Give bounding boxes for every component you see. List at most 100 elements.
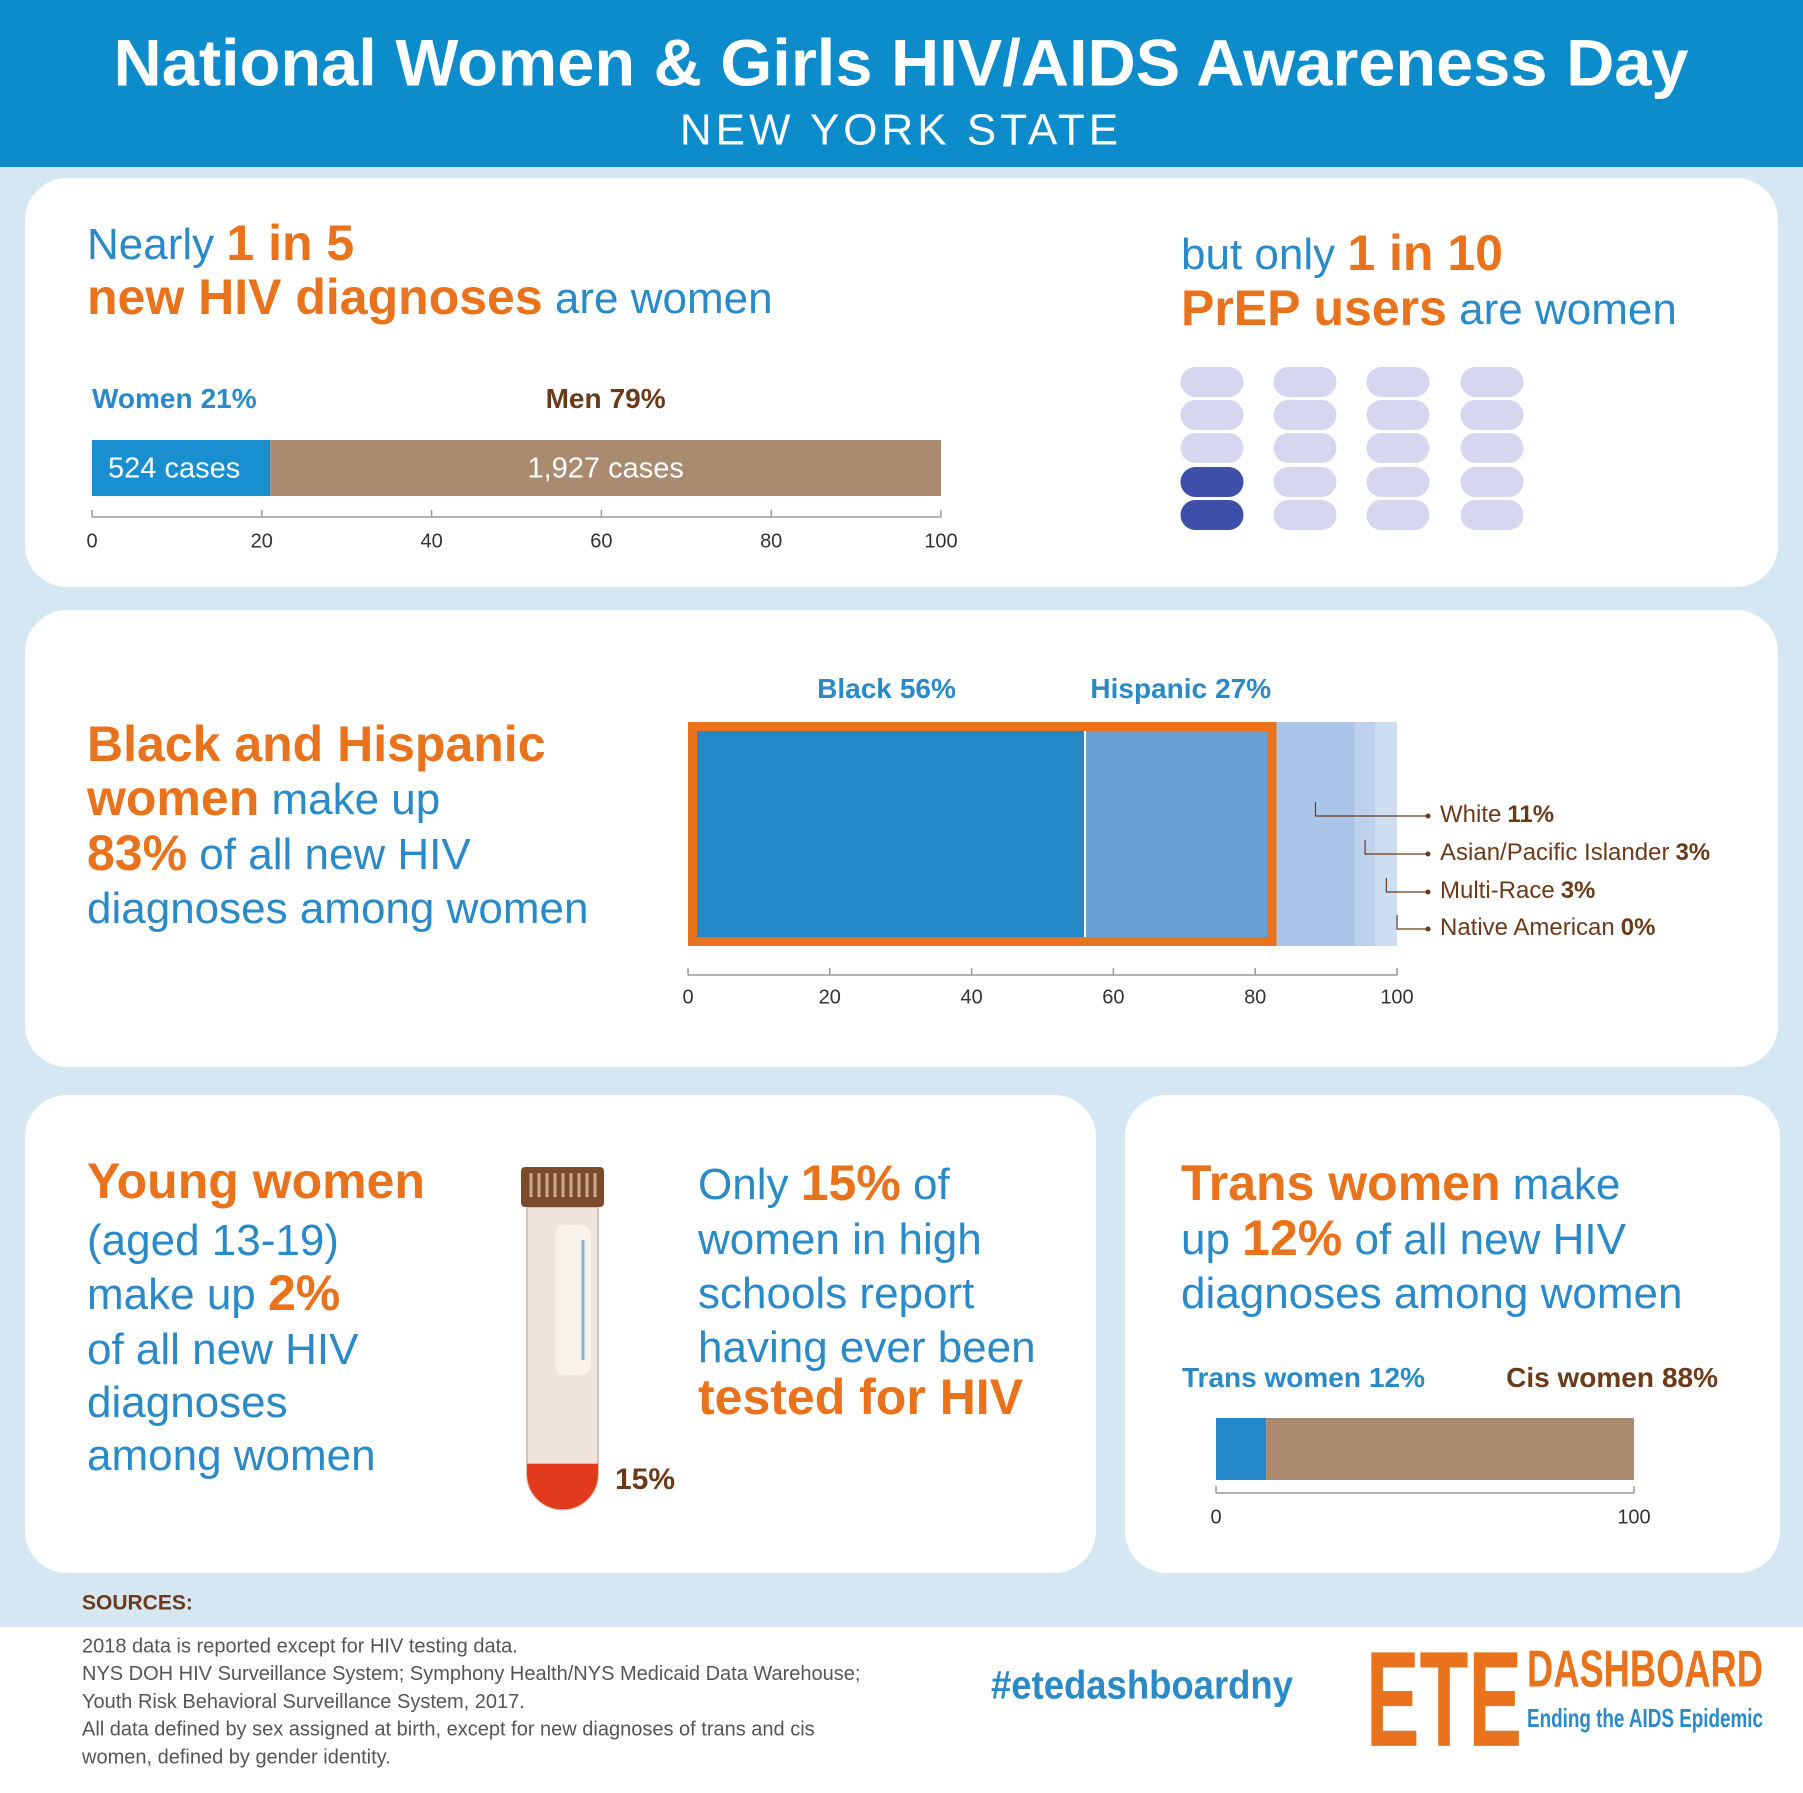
category-name: Black: [817, 673, 892, 704]
category-name: Women: [92, 383, 193, 414]
value-label: 0%: [1621, 914, 1656, 941]
bar-segment: [270, 440, 941, 496]
logo-tagline: Ending the AIDS Epidemic: [1527, 1703, 1763, 1733]
logo-word: DASHBOARD: [1527, 1641, 1763, 1699]
pill: [1460, 500, 1524, 530]
category-label: Hispanic 27%: [1090, 673, 1271, 704]
text-run: of: [901, 1160, 951, 1209]
headline: having ever been: [698, 1323, 1036, 1372]
x-tick-label: 100: [924, 530, 957, 552]
count-label: 1,927 cases: [527, 453, 683, 485]
leader-line: [1385, 878, 1428, 893]
leader-line: [1396, 915, 1428, 930]
text-run: 1 in 10: [1347, 225, 1503, 281]
headline: diagnoses among women: [1181, 1269, 1682, 1318]
text-run: make: [1501, 1160, 1621, 1209]
pill: [1273, 467, 1337, 497]
text-run: 15%: [801, 1155, 901, 1211]
headline: but only 1 in 10: [1181, 225, 1503, 281]
category-label: Women 21%: [92, 383, 257, 414]
subtitle: NEW YORK STATE: [680, 106, 1122, 155]
pill: [1273, 500, 1337, 530]
text-run: but only: [1181, 230, 1347, 279]
highlight-box: [688, 722, 1277, 946]
text-run: new HIV diagnoses: [87, 269, 543, 325]
sources-title: SOURCES:: [82, 1592, 193, 1615]
text-run: of all new HIV: [87, 1325, 359, 1374]
value-label: 88%: [1662, 1362, 1718, 1393]
text-run: Trans women: [1181, 1155, 1501, 1211]
pill: [1273, 367, 1337, 397]
bar-segment: [1216, 1418, 1267, 1480]
pill: [1180, 433, 1244, 463]
text-run: schools report: [698, 1269, 974, 1318]
value-label: 15%: [615, 1463, 675, 1496]
leader-dot: [1425, 926, 1431, 932]
text-run: 1 in 5: [226, 215, 354, 271]
headline: tested for HIV: [698, 1369, 1024, 1425]
bar-segment: [1084, 721, 1278, 947]
x-tick-label: 20: [819, 986, 841, 1008]
text-run: of all new HIV: [1342, 1215, 1626, 1264]
text-run: having ever been: [698, 1323, 1036, 1372]
value-label: 3%: [1561, 877, 1596, 904]
text-run: Nearly: [87, 220, 226, 269]
pill: [1460, 433, 1524, 463]
category-name: Hispanic: [1090, 673, 1207, 704]
pill: [1180, 467, 1244, 497]
headline: among women: [87, 1431, 376, 1480]
source-line: women, defined by gender identity.: [81, 1746, 391, 1768]
bar-segment: [1276, 722, 1355, 946]
text-run: among women: [87, 1431, 376, 1480]
x-tick-label: 40: [420, 530, 442, 552]
count-label: 524 cases: [108, 453, 240, 485]
text-run: Young women: [87, 1153, 425, 1209]
leader-dot: [1425, 813, 1431, 819]
value-label: 3%: [1675, 839, 1710, 866]
bar-segment: [687, 721, 1087, 947]
logo: ETE: [1366, 1623, 1522, 1775]
text-run: (aged 13-19): [87, 1216, 339, 1265]
headline: schools report: [698, 1269, 974, 1318]
headline: 83% of all new HIV: [87, 825, 471, 881]
sources: 2018 data is reported except for HIV tes…: [81, 1635, 860, 1768]
text-run: make up: [87, 1270, 268, 1319]
headline: Nearly 1 in 5: [87, 215, 354, 271]
x-tick-label: 60: [1102, 986, 1124, 1008]
category-name: Native American: [1440, 914, 1615, 941]
category-label: Multi-Race 3%: [1440, 877, 1595, 904]
text-run: Black and Hispanic: [87, 716, 546, 772]
pill: [1273, 400, 1337, 430]
text-run: 83%: [87, 825, 187, 881]
source-line: 2018 data is reported except for HIV tes…: [82, 1635, 518, 1657]
bar-segment: [1375, 722, 1397, 946]
category-name: Trans women: [1182, 1362, 1361, 1393]
headline: PrEP users are women: [1181, 280, 1677, 336]
text-run: of all new HIV: [187, 830, 471, 879]
header-band: [0, 0, 1803, 167]
category-name: White: [1440, 801, 1501, 828]
headline: women in high: [697, 1215, 982, 1264]
headline: Young women: [87, 1153, 425, 1209]
text-run: diagnoses among women: [87, 884, 588, 933]
text-run: PrEP users: [1181, 280, 1447, 336]
pill: [1180, 400, 1244, 430]
text-run: up: [1181, 1215, 1242, 1264]
x-tick-label: 20: [251, 530, 273, 552]
source-line: NYS DOH HIV Surveillance System; Symphon…: [82, 1663, 860, 1685]
value-label: 56%: [900, 673, 956, 704]
footer-background: [0, 1627, 1803, 1793]
x-tick-label: 80: [760, 530, 782, 552]
pill: [1366, 400, 1430, 430]
value-label: 27%: [1215, 673, 1271, 704]
category-name: Cis women: [1506, 1362, 1654, 1393]
category-label: Asian/Pacific Islander 3%: [1440, 839, 1710, 866]
text-run: 12%: [1242, 1210, 1342, 1266]
text-run: are women: [1447, 285, 1677, 334]
x-tick-label: 0: [86, 530, 97, 552]
bar-segment: [1354, 722, 1376, 946]
category-name: Multi-Race: [1440, 877, 1555, 904]
x-tick-label: 40: [960, 986, 982, 1008]
text-run: women: [86, 770, 259, 826]
value-label: 11%: [1507, 801, 1554, 828]
